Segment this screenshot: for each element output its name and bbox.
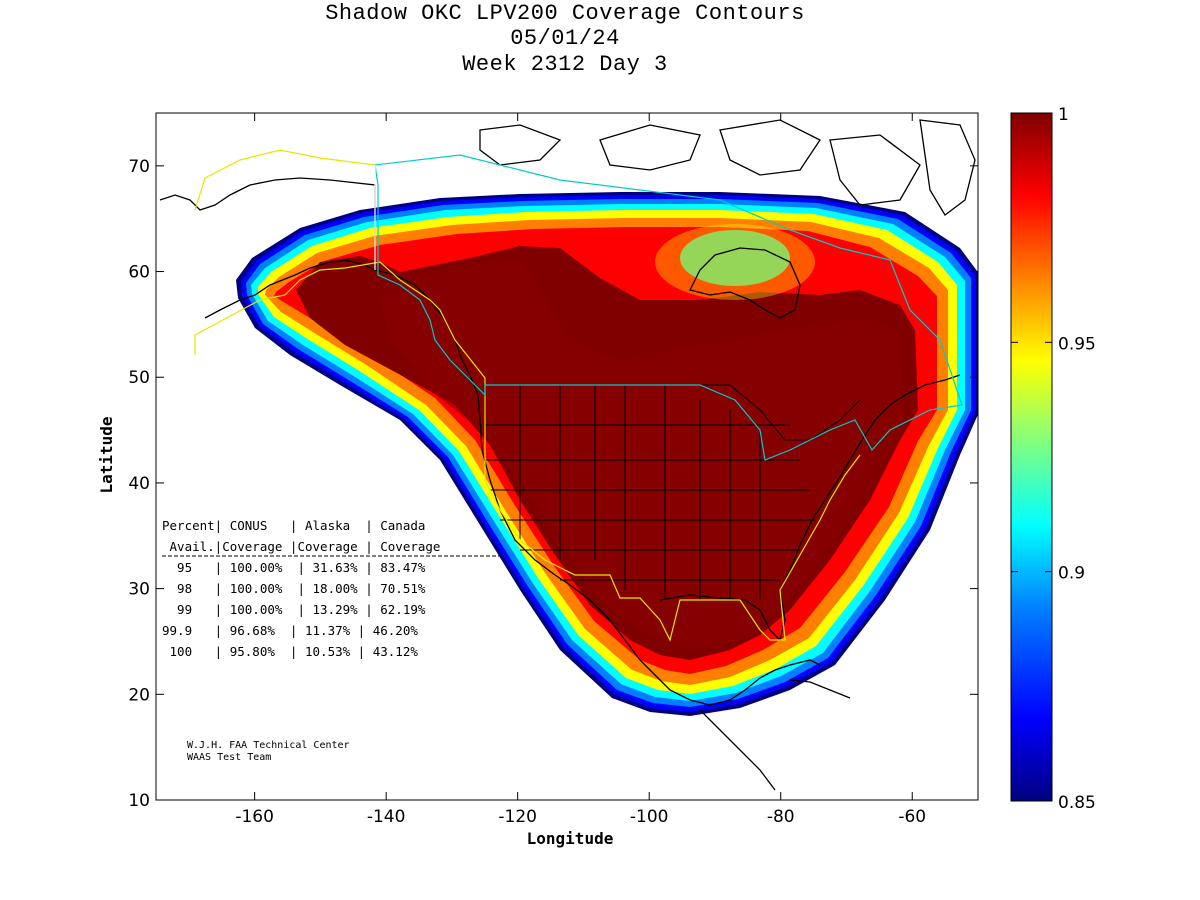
hudson-bay-transition bbox=[655, 224, 815, 300]
title-line-2: 05/01/24 bbox=[510, 26, 620, 51]
hudson-bay bbox=[689, 247, 801, 319]
credit-line-1: W.J.H. FAA Technical Center bbox=[187, 740, 350, 751]
contour-core bbox=[380, 258, 905, 650]
stats-header-1: Percent| CONUS | Alaska | Canada bbox=[162, 518, 425, 533]
x-tick-label: -140 bbox=[367, 807, 406, 827]
colorbar-tick-label: 1 bbox=[1058, 105, 1069, 125]
y-axis: 10 20 30 40 50 60 70 bbox=[128, 157, 978, 811]
stats-row: 99 | 100.00% | 13.29% | 62.19% bbox=[162, 602, 426, 617]
yellow-alaska-boundary bbox=[194, 149, 376, 211]
y-axis-label: Latitude bbox=[97, 416, 116, 493]
x-tick-label: -100 bbox=[630, 807, 669, 827]
y-tick-label: 50 bbox=[128, 368, 150, 388]
y-tick-label: 30 bbox=[128, 580, 150, 600]
hudson-bay-low-coverage bbox=[680, 230, 790, 286]
title-line-3: Week 2312 Day 3 bbox=[462, 52, 668, 77]
yellow-fir-boundary bbox=[194, 261, 861, 642]
y-tick-label: 70 bbox=[128, 157, 150, 177]
title-line-1: Shadow OKC LPV200 Coverage Contours bbox=[325, 1, 805, 26]
y-tick-label: 40 bbox=[128, 474, 150, 494]
stats-row: 100 | 95.80% | 10.53% | 43.12% bbox=[162, 644, 418, 659]
boundary-lines bbox=[194, 149, 963, 642]
plot-frame bbox=[155, 112, 979, 801]
coverage-field bbox=[236, 192, 978, 716]
x-tick-label: -120 bbox=[498, 807, 537, 827]
caribbean-coast bbox=[744, 659, 821, 691]
stats-row: 99.9 | 96.68% | 11.37% | 46.20% bbox=[162, 623, 418, 638]
colorbar-ticks: 1 0.95 0.9 0.85 bbox=[1011, 105, 1096, 813]
colorbar-tick-label: 0.9 bbox=[1058, 564, 1085, 584]
coverage-stats-table: Percent| CONUS | Alaska | Canada Avail.|… bbox=[162, 518, 500, 659]
stats-header-2: Avail.|Coverage |Coverage | Coverage bbox=[162, 539, 440, 554]
x-tick-label: -160 bbox=[235, 807, 274, 827]
stats-row: 95 | 100.00% | 31.63% | 83.47% bbox=[162, 560, 426, 575]
colorbar-tick-label: 0.85 bbox=[1058, 793, 1096, 813]
colorbar bbox=[1010, 112, 1053, 802]
east-coast bbox=[659, 374, 961, 642]
y-tick-label: 10 bbox=[128, 791, 150, 811]
state-vertical-lines bbox=[519, 385, 761, 600]
x-tick-label: -60 bbox=[898, 807, 926, 827]
plot-area bbox=[156, 113, 978, 800]
stats-row: 98 | 100.00% | 18.00% | 70.51% bbox=[162, 581, 426, 596]
us-state-boundaries bbox=[485, 384, 861, 600]
x-axis: -160 -140 -120 -100 -80 -60 bbox=[235, 113, 926, 827]
us-canada-border bbox=[485, 384, 861, 441]
y-tick-label: 60 bbox=[128, 263, 150, 283]
credit-line-2: WAAS Test Team bbox=[187, 752, 271, 763]
central-america-coast bbox=[699, 709, 776, 791]
arctic-island-3 bbox=[719, 119, 821, 176]
x-axis-label: Longitude bbox=[527, 829, 614, 848]
arctic-island-1 bbox=[479, 124, 562, 166]
arctic-island-4 bbox=[829, 134, 921, 206]
colorbar-tick-label: 0.95 bbox=[1058, 334, 1096, 354]
greenland-coast bbox=[919, 119, 976, 216]
y-tick-label: 20 bbox=[128, 685, 150, 705]
x-tick-label: -80 bbox=[767, 807, 795, 827]
cuba-coast bbox=[789, 679, 851, 699]
cyan-fir-boundary bbox=[374, 154, 963, 461]
state-horizontal-lines bbox=[485, 424, 815, 581]
arctic-island-2 bbox=[599, 124, 701, 171]
